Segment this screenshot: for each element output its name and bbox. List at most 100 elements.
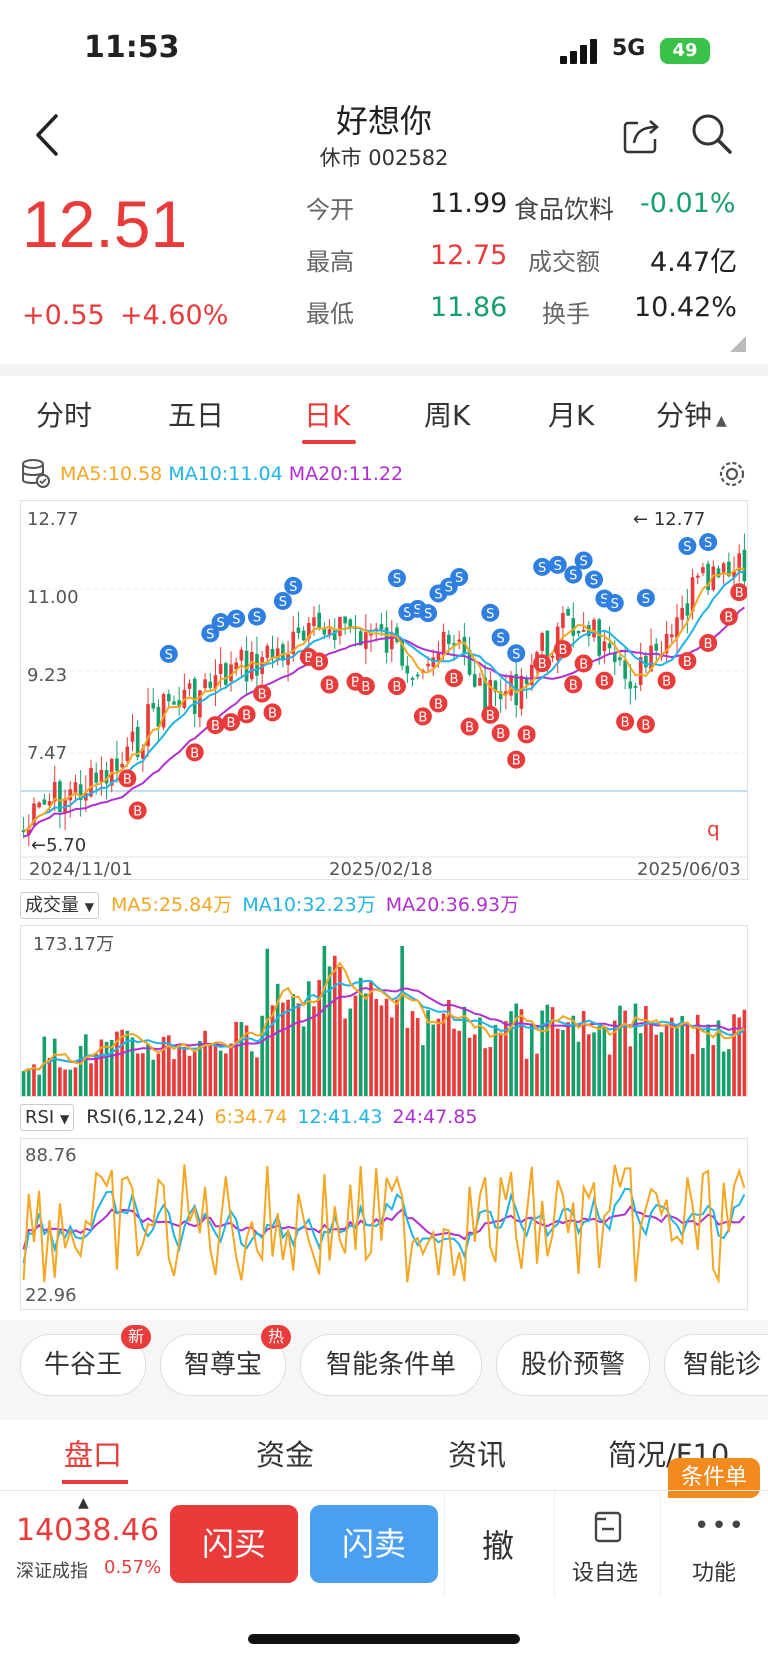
candle-body xyxy=(369,633,373,636)
volume-bar xyxy=(576,1041,581,1096)
pill-niuguwang[interactable]: 牛谷王新 xyxy=(20,1325,151,1396)
volume-bar xyxy=(737,1017,742,1096)
functions-button[interactable]: ••• 功能 xyxy=(680,1505,750,1595)
tab-news[interactable]: 资讯 xyxy=(448,1438,507,1472)
candle-body xyxy=(472,674,477,687)
volume-bar xyxy=(172,1059,176,1096)
buy-signal-icon xyxy=(574,654,593,673)
rsi-selector[interactable]: RSI ▼ xyxy=(20,1104,75,1131)
candle-body xyxy=(115,758,119,771)
volume-bar xyxy=(509,1011,513,1096)
amount-label: 成交额 xyxy=(528,248,600,276)
volume-bar xyxy=(312,1006,316,1096)
volume-bar xyxy=(395,999,399,1096)
database-icon[interactable] xyxy=(20,458,50,488)
volume-chart[interactable]: 173.17万 xyxy=(20,925,748,1097)
candle-body xyxy=(571,618,576,636)
buy-signal-icon xyxy=(533,654,552,673)
candle-body xyxy=(561,612,565,628)
buy-signal-icon xyxy=(429,694,448,713)
sell-signal-icon xyxy=(159,644,178,663)
tab-weekly-k[interactable]: 周K xyxy=(424,399,471,432)
sell-signal-letter: S xyxy=(424,607,432,622)
pill-label: 智能条件单 xyxy=(325,1350,456,1380)
add-watchlist-button[interactable]: 设自选 xyxy=(570,1505,646,1595)
caret-up-icon: ▲ xyxy=(78,1495,89,1511)
ma5-value: MA5:10.58 xyxy=(60,463,163,485)
buy-signal-letter: B xyxy=(512,754,521,769)
candle-body xyxy=(545,630,550,656)
pill-smart-diagnosis[interactable]: 智能诊 xyxy=(664,1334,768,1396)
volume-selector[interactable]: 成交量 ▼ xyxy=(20,892,99,919)
buy-signal-icon xyxy=(445,669,464,688)
candle-body xyxy=(628,681,633,689)
quick-buy-button[interactable]: 闪买 xyxy=(170,1505,298,1583)
candle-body xyxy=(198,690,202,718)
tab-five-day[interactable]: 五日 xyxy=(168,399,225,432)
candle-body xyxy=(125,746,130,761)
battery-icon: 49 xyxy=(660,38,710,64)
pill-smart-condition-order[interactable]: 智能条件单 xyxy=(300,1334,482,1396)
candle-body xyxy=(120,763,124,768)
candle-body xyxy=(592,619,596,638)
cancel-order-button[interactable]: 撤 xyxy=(482,1527,515,1565)
share-icon[interactable] xyxy=(620,113,664,157)
sell-signal-icon xyxy=(678,537,697,556)
sell-signal-letter: S xyxy=(206,627,214,642)
index-value[interactable]: 14038.46 xyxy=(16,1513,160,1548)
divider xyxy=(0,364,768,376)
low-label: 最低 xyxy=(306,300,354,328)
tab-order-book[interactable]: 盘口 xyxy=(64,1438,123,1472)
rsi-chart[interactable]: 88.76 22.96 xyxy=(20,1138,748,1310)
back-icon[interactable] xyxy=(32,110,62,160)
rsi24-value: 24:47.85 xyxy=(392,1106,478,1128)
volume-bar xyxy=(379,1005,384,1096)
buy-signal-letter: B xyxy=(211,719,220,734)
rsi-selector-label: RSI xyxy=(25,1107,55,1128)
condition-order-badge[interactable]: 条件单 xyxy=(668,1458,760,1498)
settings-gear-icon[interactable] xyxy=(716,458,748,490)
candle-body xyxy=(742,549,747,582)
expand-corner-icon[interactable] xyxy=(730,336,746,352)
volume-bar xyxy=(498,1032,503,1096)
buy-signal-letter: B xyxy=(351,676,360,691)
candle-body xyxy=(275,648,280,659)
candle-body xyxy=(213,675,218,690)
volume-bar xyxy=(519,1009,524,1096)
quick-sell-button[interactable]: 闪卖 xyxy=(310,1505,438,1583)
volume-bar xyxy=(135,1053,140,1096)
volume-bar xyxy=(291,993,296,1096)
tab-underline xyxy=(302,440,356,444)
buy-signal-icon xyxy=(320,675,339,694)
volume-bar xyxy=(364,993,368,1096)
low-value: 11.86 xyxy=(430,292,508,323)
buy-signal-letter: B xyxy=(304,651,313,666)
candle-body xyxy=(99,769,104,782)
sell-signal-letter: S xyxy=(165,648,173,663)
volume-bar xyxy=(130,1037,135,1096)
tab-monthly-k[interactable]: 月K xyxy=(548,399,595,432)
tab-daily-k[interactable]: 日K xyxy=(304,399,351,432)
candle-body xyxy=(623,660,627,679)
volume-bar xyxy=(84,1034,88,1096)
buy-signal-letter: B xyxy=(450,672,459,687)
rsi6-value: 6:34.74 xyxy=(214,1106,288,1128)
candle-body xyxy=(685,603,690,616)
candle-body xyxy=(529,664,534,686)
volume-bar xyxy=(493,1024,498,1096)
pill-price-alert[interactable]: 股价预警 xyxy=(496,1334,650,1396)
tab-minute[interactable]: 分钟 ▲ xyxy=(656,394,727,434)
candle-body xyxy=(332,630,337,641)
dropdown-icon: ▼ xyxy=(59,1112,70,1126)
pill-zhizunbao[interactable]: 智尊宝热 xyxy=(160,1325,291,1396)
industry-name[interactable]: 食品饮料 xyxy=(514,195,615,224)
search-icon[interactable] xyxy=(690,112,734,156)
buy-signal-letter: B xyxy=(393,680,402,695)
volume-bar xyxy=(654,1034,659,1096)
tab-intraday[interactable]: 分时 xyxy=(36,399,93,432)
volume-bar xyxy=(711,1045,716,1096)
stock-status-code: 休市 002582 xyxy=(319,146,449,170)
volume-bar xyxy=(208,1045,213,1096)
tab-funds[interactable]: 资金 xyxy=(256,1438,315,1472)
